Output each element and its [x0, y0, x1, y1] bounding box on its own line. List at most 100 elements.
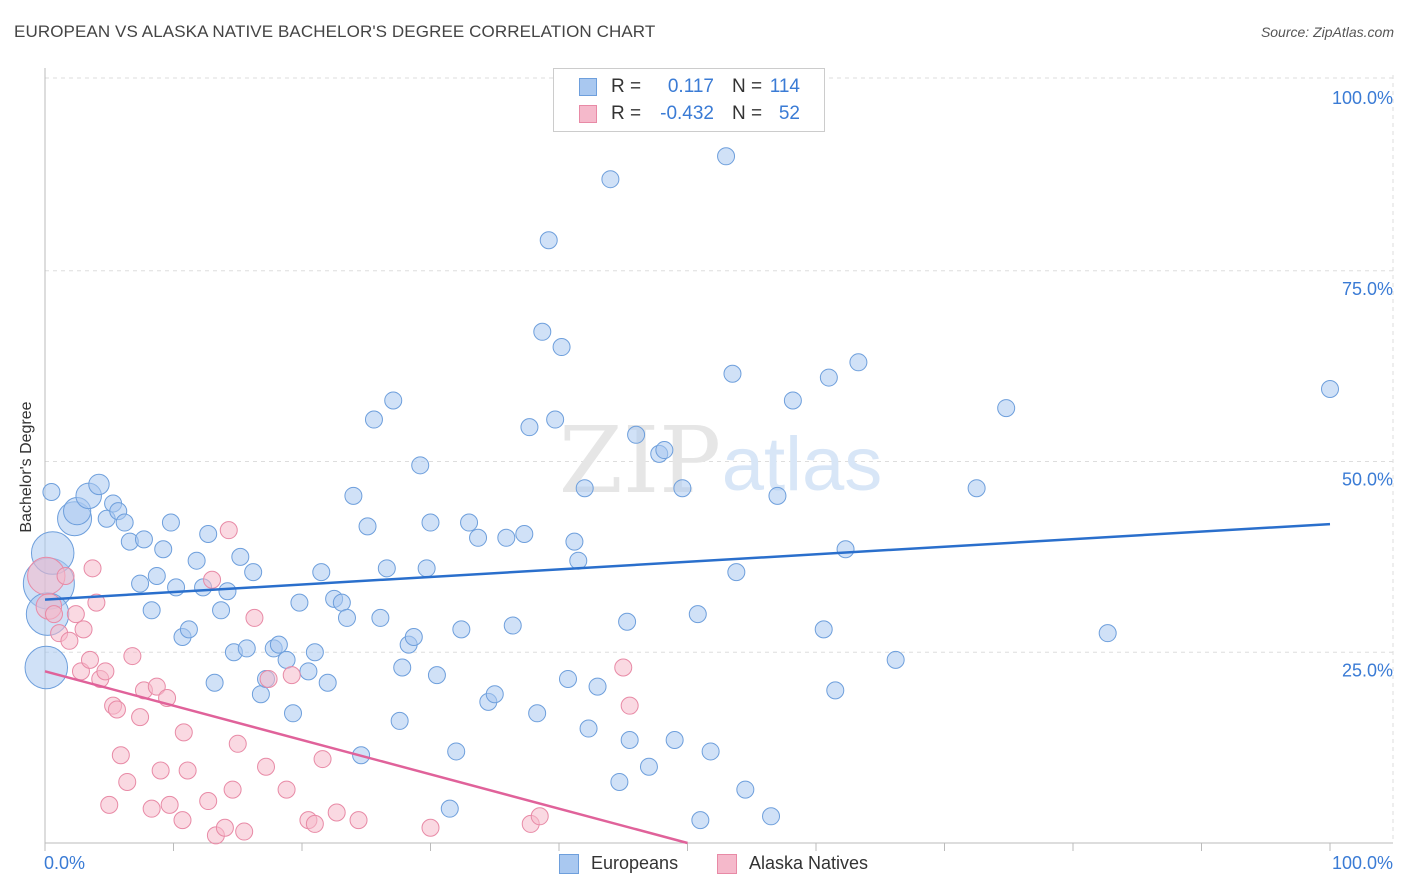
alaska-point [421, 818, 440, 837]
european-point [421, 513, 440, 532]
european-point [520, 418, 539, 437]
alaska-point [530, 807, 549, 826]
legend-n-label: N = [732, 76, 763, 97]
legend-n-value: 114 [769, 76, 800, 97]
watermark-zip: ZIP [559, 407, 721, 514]
european-point [727, 563, 746, 582]
alaska-label: Alaska Natives [749, 853, 869, 873]
alaska-point [257, 757, 276, 776]
european-point [440, 799, 459, 818]
european-point [305, 643, 324, 662]
european-point [783, 391, 802, 410]
european-point [836, 540, 855, 559]
european-point [768, 486, 787, 505]
european-point [384, 391, 403, 410]
european-point [251, 685, 270, 704]
european-point [558, 669, 577, 688]
european-point [701, 742, 720, 761]
europeans-swatch [559, 854, 579, 874]
alaska-point [313, 750, 332, 769]
european-point [655, 441, 674, 460]
european-point [736, 780, 755, 799]
alaska-point [203, 570, 222, 589]
legend-row-alaska: R = -0.432 N = 52 [554, 101, 824, 127]
european-point [546, 410, 565, 429]
x-tick-label: 0.0% [44, 853, 85, 873]
european-point [134, 530, 153, 549]
y-tick-label: 50.0% [1342, 470, 1393, 490]
alaska-point [60, 631, 79, 650]
european-point [404, 627, 423, 646]
european-point [814, 620, 833, 639]
alaska-point [349, 811, 368, 830]
european-point [627, 425, 646, 444]
legend-swatch-europeans [579, 78, 597, 96]
legend-n-value: 52 [778, 103, 800, 124]
european-point [673, 479, 692, 498]
legend-r-label: R = [611, 76, 642, 97]
european-point [269, 635, 288, 654]
watermark: ZIP atlas [559, 407, 882, 514]
european-point [358, 517, 377, 536]
alaska-point [614, 658, 633, 677]
alaska-point [56, 566, 75, 585]
alaska-point [107, 700, 126, 719]
european-point [610, 772, 629, 791]
european-point [579, 719, 598, 738]
european-point [601, 170, 620, 189]
tick-labels: 25.0% 50.0% 75.0% 100.0% 0.0% 100.0% [44, 88, 1393, 873]
european-point [344, 486, 363, 505]
alaska-point [245, 608, 264, 627]
european-point [147, 566, 166, 585]
european-point [967, 479, 986, 498]
alaska-point [118, 772, 137, 791]
alaska-point [259, 669, 278, 688]
european-point [569, 551, 588, 570]
european-point [723, 364, 742, 383]
european-point [533, 322, 552, 341]
alaska-point [327, 803, 346, 822]
european-point [826, 681, 845, 700]
european-point [528, 704, 547, 723]
european-point [1321, 380, 1339, 399]
y-tick-label: 75.0% [1342, 279, 1393, 299]
european-point [277, 650, 296, 669]
alaska-point [282, 666, 301, 685]
alaska-point [74, 620, 93, 639]
european-point [469, 528, 488, 547]
alaska-point [219, 521, 238, 540]
source-label: Source: ZipAtlas.com [1260, 24, 1394, 40]
european-point [24, 645, 69, 690]
european-point [427, 666, 446, 685]
european-point [212, 601, 231, 620]
european-point [539, 231, 558, 250]
legend-swatch-alaska [579, 105, 597, 123]
european-point [688, 605, 707, 624]
european-point [665, 730, 684, 749]
alaska-point [100, 795, 119, 814]
alaska-point [228, 734, 247, 753]
european-point [179, 620, 198, 639]
european-point [187, 551, 206, 570]
european-point [460, 513, 479, 532]
european-point [588, 677, 607, 696]
alaska-point [215, 818, 234, 837]
european-point [42, 483, 61, 502]
alaska-point [173, 811, 192, 830]
european-point [364, 410, 383, 429]
european-point [154, 540, 173, 559]
x-tick-label: 100.0% [1332, 853, 1393, 873]
legend-row-europeans: R = 0.117 N = 114 [554, 74, 824, 100]
european-point [318, 673, 337, 692]
european-point [237, 639, 256, 658]
alaska-points [27, 521, 639, 845]
alaska-point [147, 677, 166, 696]
alaska-point [305, 814, 324, 833]
europeans-trend-line [44, 522, 1331, 601]
european-point [371, 608, 390, 627]
alaska-point [131, 708, 150, 727]
alaska-point [620, 696, 639, 715]
european-point [886, 650, 905, 669]
alaska-point [80, 650, 99, 669]
